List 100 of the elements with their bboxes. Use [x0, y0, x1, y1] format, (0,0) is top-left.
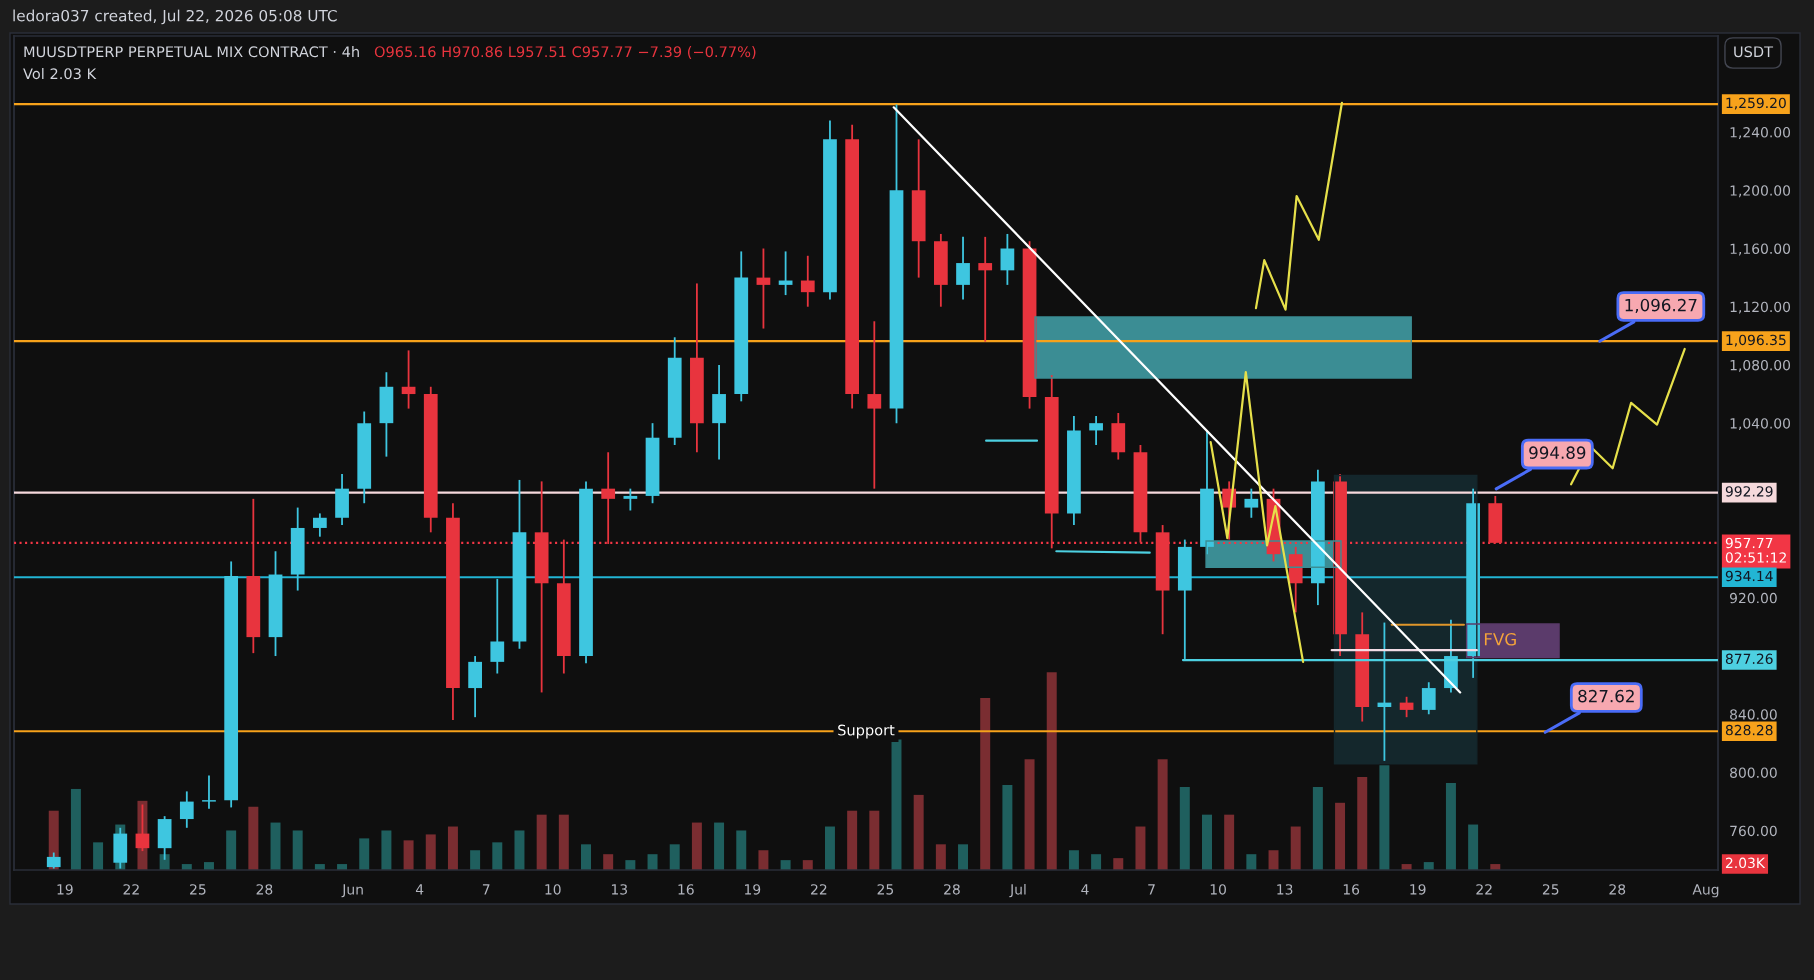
- bar: [1113, 858, 1124, 870]
- ref-line-label: 1,096.35: [1726, 334, 1786, 347]
- x-tick-label: 16: [678, 884, 694, 895]
- bar: [226, 830, 237, 870]
- ref-line-label: 992.29: [1725, 486, 1773, 497]
- bar: [70, 788, 81, 870]
- y-tick-label: 800.00: [1730, 767, 1777, 778]
- y-tick-label: 1,200.00: [1730, 185, 1791, 198]
- bar: [1046, 672, 1057, 870]
- bar: [470, 850, 481, 870]
- data-label: 877.26: [1725, 653, 1773, 665]
- bar: [647, 854, 658, 870]
- x-tick-label: Jul: [1009, 883, 1026, 898]
- candlestick: [756, 247, 771, 330]
- bar: [603, 854, 614, 870]
- bar: [536, 814, 547, 870]
- x-tick-label: 16: [1343, 884, 1360, 895]
- y-tick-label: 1,240.00: [1730, 127, 1791, 139]
- text: USDT: [1734, 46, 1774, 58]
- x-tick-label: 10: [1210, 884, 1226, 895]
- bar: [1091, 854, 1102, 870]
- x-tick-label: 19: [745, 884, 761, 895]
- ref-line-label: 1,259.20: [1726, 97, 1786, 110]
- bar: [1224, 814, 1235, 870]
- bar: [935, 844, 946, 870]
- x-tick-label: 13: [1277, 884, 1293, 895]
- x-tick-label: 25: [1542, 884, 1559, 895]
- bar: [1468, 824, 1479, 870]
- bar: [447, 826, 458, 870]
- x-tick-label: 4: [1081, 884, 1089, 895]
- x-tick-label: 25: [190, 884, 206, 895]
- x-tick-label: 22: [1476, 884, 1492, 895]
- text: MUUSDTPERP PERPETUAL MIX CONTRACT · 4h: [24, 45, 359, 58]
- candlestick: [956, 235, 970, 301]
- bar: [581, 844, 591, 870]
- candlestick: [800, 254, 815, 308]
- x-tick-label: 25: [877, 884, 894, 895]
- bar: [847, 810, 858, 870]
- candlestick: [1244, 487, 1259, 519]
- bar: [359, 838, 370, 870]
- bar: [869, 810, 880, 870]
- bar: [1246, 854, 1257, 870]
- bar: [669, 844, 680, 870]
- bar: [958, 844, 969, 870]
- line-series: [1254, 101, 1344, 311]
- bar: [403, 840, 414, 870]
- x-tick-label: 28: [944, 884, 960, 895]
- x-tick-label: 28: [256, 884, 273, 895]
- bar: [1157, 759, 1168, 870]
- x-tick-label: 22: [123, 884, 139, 895]
- bar: [1335, 802, 1346, 870]
- x-tick-label: 7: [1148, 884, 1155, 895]
- text: ledora037 created, Jul 22, 2026 05:08 UTC: [13, 9, 337, 25]
- bar: [980, 698, 991, 870]
- bar: [1379, 765, 1390, 870]
- bar: [248, 806, 259, 870]
- ref-line-label: 934.14: [1725, 570, 1773, 582]
- bar: [1179, 786, 1190, 870]
- bar: [824, 826, 835, 870]
- candlestick: [1089, 414, 1103, 446]
- bar: [802, 860, 813, 870]
- candlestick: [978, 235, 993, 343]
- bar: [691, 822, 702, 870]
- x-tick-label: 28: [1609, 884, 1626, 895]
- line-series: [1209, 371, 1305, 663]
- text: 2.03K: [1725, 857, 1766, 869]
- annotation: 1,096.27: [1625, 298, 1697, 314]
- bar: [913, 794, 924, 870]
- bar: [1290, 826, 1301, 870]
- ref-line-label: 957.77 02:51:12: [1725, 537, 1786, 563]
- bar: [736, 830, 747, 870]
- bar: [1268, 850, 1279, 870]
- bar: [1135, 826, 1146, 870]
- bar: [425, 834, 436, 870]
- bar: [514, 830, 525, 870]
- x-tick-label: 19: [57, 884, 73, 895]
- bar: [1024, 759, 1035, 870]
- bar: [758, 850, 769, 870]
- candlestick: [202, 774, 216, 810]
- x-tick-label: 10: [545, 884, 561, 895]
- y-tick-label: 1,040.00: [1730, 418, 1791, 431]
- bar: [558, 814, 569, 870]
- candlestick: [490, 577, 505, 675]
- y-tick-label: 760.00: [1730, 825, 1777, 837]
- candlestick: [623, 487, 638, 512]
- bar: [1357, 777, 1368, 870]
- candlestick: [312, 512, 327, 538]
- candlestick: [1399, 695, 1414, 719]
- y-tick-label: 840.00: [1730, 709, 1777, 720]
- bar: [714, 822, 725, 870]
- text: Vol 2.03 K: [23, 67, 97, 80]
- bar: [1445, 783, 1456, 870]
- annotation: FVG: [1484, 632, 1516, 646]
- x-tick-label: 4: [415, 884, 424, 895]
- y-tick-label: 920.00: [1729, 592, 1777, 604]
- candlestick: [867, 320, 882, 490]
- annotation: 827.62: [1578, 689, 1634, 703]
- annotation: O965.16 H970.86 L957.51 C957.77 −7.39 (−0.77%): [374, 45, 756, 59]
- annotation: 994.89: [1529, 446, 1586, 459]
- x-tick-label: 7: [482, 884, 490, 895]
